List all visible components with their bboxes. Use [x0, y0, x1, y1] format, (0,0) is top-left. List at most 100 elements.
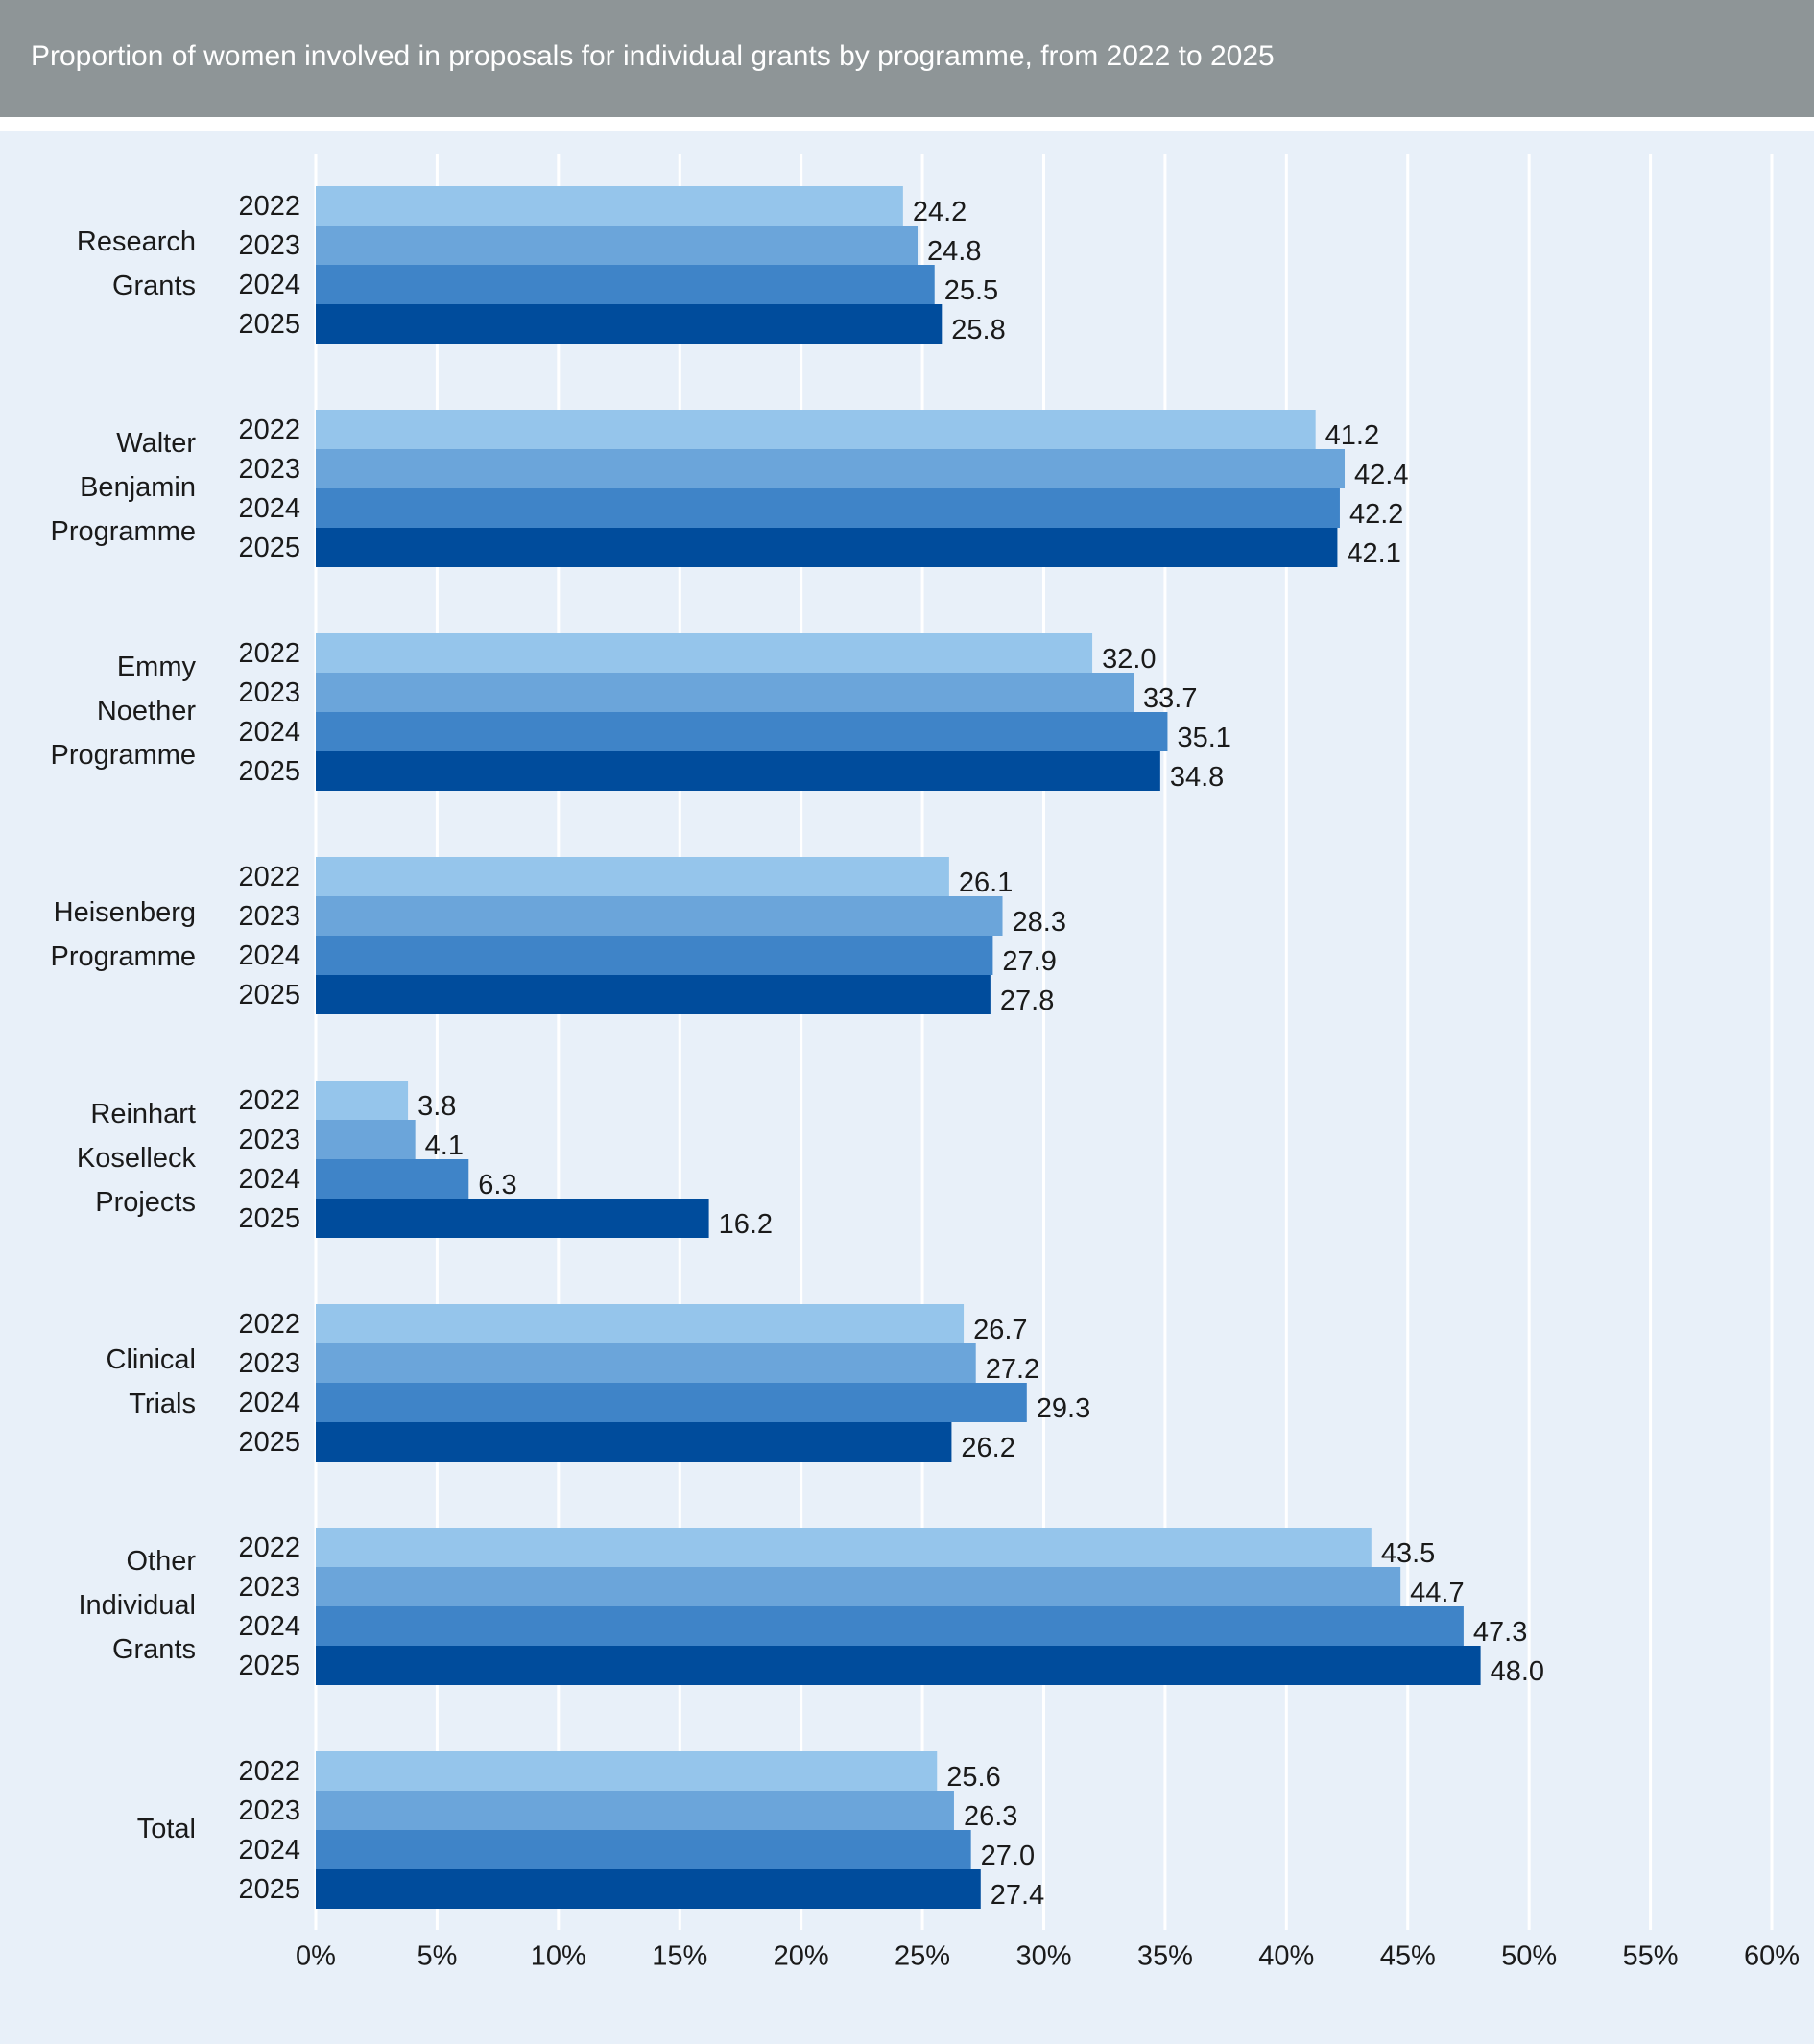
bar	[316, 186, 903, 226]
bar	[316, 1528, 1372, 1567]
value-label: 26.7	[973, 1315, 1027, 1345]
value-label: 16.2	[719, 1209, 773, 1240]
bar	[316, 712, 1168, 751]
year-label: 2022	[238, 1756, 300, 1787]
value-label: 27.2	[986, 1354, 1039, 1385]
year-label: 2025	[238, 1874, 300, 1905]
bar	[316, 896, 1003, 936]
year-label: 2025	[238, 1203, 300, 1234]
value-label: 27.4	[991, 1880, 1044, 1911]
value-label: 4.1	[425, 1130, 464, 1161]
value-label: 47.3	[1473, 1617, 1527, 1648]
bar	[316, 751, 1160, 791]
bar	[316, 936, 993, 975]
x-tick-label: 15%	[652, 1941, 707, 1972]
year-label: 2024	[238, 270, 300, 300]
x-tick-label: 40%	[1258, 1941, 1314, 1972]
value-label: 33.7	[1143, 683, 1197, 714]
bar	[316, 488, 1340, 528]
value-label: 27.9	[1002, 946, 1056, 977]
value-label: 25.5	[944, 275, 998, 306]
x-tick-label: 25%	[895, 1941, 950, 1972]
category-label: Walter Benjamin Programme	[51, 428, 197, 547]
year-label: 2024	[238, 1835, 300, 1866]
x-tick-label: 45%	[1380, 1941, 1436, 1972]
x-tick-label: 55%	[1623, 1941, 1679, 1972]
bar	[316, 449, 1346, 488]
value-label: 3.8	[418, 1091, 456, 1122]
year-label: 2023	[238, 454, 300, 485]
value-label: 43.5	[1381, 1538, 1435, 1569]
category-label: Emmy Noether Programme	[51, 652, 197, 771]
category-label: Clinical Trials	[107, 1344, 196, 1419]
x-tick-label: 50%	[1501, 1941, 1557, 1972]
bar	[316, 1304, 965, 1343]
value-label: 41.2	[1325, 420, 1379, 451]
year-label: 2025	[238, 309, 300, 340]
year-label: 2024	[238, 1388, 300, 1418]
bar	[316, 1830, 971, 1869]
value-label: 27.8	[1000, 986, 1054, 1016]
bar	[316, 1646, 1481, 1685]
year-label: 2024	[238, 940, 300, 971]
bar	[316, 1383, 1027, 1422]
year-label: 2022	[238, 1085, 300, 1116]
year-label: 2025	[238, 1651, 300, 1681]
bar	[316, 1791, 954, 1830]
value-label: 25.6	[946, 1762, 1000, 1793]
year-label: 2024	[238, 493, 300, 524]
year-label: 2022	[238, 191, 300, 222]
year-label: 2022	[238, 1533, 300, 1563]
x-tick-label: 30%	[1015, 1941, 1071, 1972]
year-label: 2023	[238, 1125, 300, 1155]
bar	[316, 1159, 469, 1199]
year-label: 2022	[238, 415, 300, 445]
bar	[316, 975, 991, 1014]
bar	[316, 1422, 952, 1462]
bar	[316, 673, 1134, 712]
bar	[316, 1869, 981, 1909]
year-label: 2024	[238, 717, 300, 748]
category-label: Total	[137, 1814, 196, 1844]
value-label: 6.3	[478, 1170, 516, 1200]
year-label: 2022	[238, 862, 300, 892]
header-bar	[0, 0, 1814, 117]
x-tick-label: 0%	[296, 1941, 336, 1972]
value-label: 42.2	[1349, 499, 1403, 530]
year-label: 2024	[238, 1611, 300, 1642]
category-label: Reinhart Koselleck Projects	[77, 1099, 197, 1218]
value-label: 42.1	[1347, 538, 1400, 569]
value-label: 42.4	[1354, 460, 1408, 490]
bar	[316, 226, 919, 265]
bar	[316, 1751, 938, 1791]
value-label: 24.2	[913, 197, 967, 227]
bar	[316, 1120, 416, 1159]
value-label: 28.3	[1013, 907, 1066, 938]
year-label: 2023	[238, 901, 300, 932]
year-label: 2023	[238, 1795, 300, 1826]
year-label: 2023	[238, 1348, 300, 1379]
bar	[316, 528, 1338, 567]
bar	[316, 633, 1093, 673]
category-label: Research Grants	[77, 226, 196, 301]
value-label: 44.7	[1410, 1578, 1464, 1608]
bar	[316, 857, 949, 896]
year-label: 2023	[238, 1572, 300, 1603]
year-label: 2023	[238, 677, 300, 708]
year-label: 2022	[238, 638, 300, 669]
x-tick-label: 5%	[417, 1941, 457, 1972]
bar	[316, 265, 935, 304]
year-label: 2024	[238, 1164, 300, 1195]
x-tick-label: 35%	[1137, 1941, 1193, 1972]
year-label: 2025	[238, 756, 300, 787]
category-label: Heisenberg Programme	[51, 897, 197, 972]
x-tick-label: 20%	[774, 1941, 829, 1972]
bar	[316, 1343, 976, 1383]
category-label: Other Individual Grants	[78, 1546, 196, 1665]
value-label: 25.8	[951, 315, 1005, 345]
value-label: 27.0	[981, 1841, 1035, 1871]
value-label: 26.1	[959, 868, 1013, 898]
x-tick-label: 10%	[531, 1941, 586, 1972]
value-label: 24.8	[927, 236, 981, 267]
